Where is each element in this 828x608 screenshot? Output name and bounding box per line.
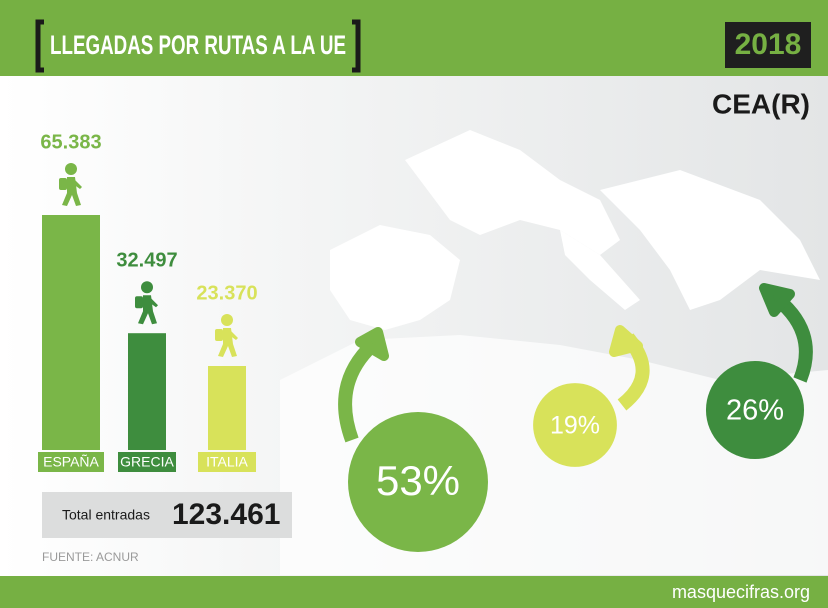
hiker-icon	[59, 163, 82, 206]
map-land	[405, 130, 620, 255]
route-arrowhead	[609, 325, 643, 357]
hiker-icon	[135, 281, 158, 325]
icon-pack	[135, 296, 143, 309]
category-label: ESPAÑA	[43, 454, 99, 470]
route-arrowhead	[355, 327, 389, 361]
route-label: 26%	[726, 395, 784, 427]
bracket	[352, 19, 361, 73]
bar	[128, 333, 166, 450]
map-land	[330, 225, 460, 330]
category-label: GRECIA	[120, 454, 174, 470]
value-label: 32.497	[116, 249, 177, 271]
icon-head	[221, 314, 233, 327]
map-land	[600, 170, 820, 310]
icon-body	[62, 177, 81, 206]
icon-arm	[149, 297, 158, 308]
bar	[208, 366, 246, 450]
route-circle	[348, 412, 488, 552]
icon-head	[65, 163, 77, 175]
hiker-icon	[215, 314, 238, 358]
route-circle	[705, 360, 805, 460]
icon-body	[138, 295, 157, 325]
route-label: 53%	[376, 457, 460, 504]
title: LLEGADAS POR RUTAS A LA UE	[50, 30, 346, 60]
route-arrowhead	[759, 283, 795, 317]
icon-pack	[59, 178, 67, 190]
logo: CEA(R)	[712, 88, 810, 119]
value-label: 65.383	[40, 131, 101, 153]
icon-pack	[215, 329, 223, 342]
category-box	[38, 452, 104, 472]
source: FUENTE: ACNUR	[42, 550, 139, 564]
footer: masquecifras.org	[672, 582, 810, 602]
icon-arm	[229, 330, 238, 341]
bracket	[35, 19, 44, 73]
total-value: 123.461	[172, 498, 280, 531]
category-box	[118, 452, 176, 472]
icon-body	[218, 328, 237, 358]
route-circle	[533, 383, 617, 467]
route-label: 19%	[550, 412, 600, 440]
icon-arm	[73, 179, 82, 189]
total-box	[42, 492, 292, 538]
map-land	[560, 230, 640, 310]
category-box	[198, 452, 256, 472]
year-box	[725, 22, 811, 68]
footer-band	[0, 576, 828, 608]
year: 2018	[735, 28, 802, 61]
total-label: Total entradas	[62, 507, 150, 523]
category-label: ITALIA	[206, 454, 248, 470]
icon-head	[141, 281, 153, 294]
bar	[42, 215, 100, 450]
header-band	[0, 0, 828, 76]
value-label: 23.370	[196, 282, 257, 304]
